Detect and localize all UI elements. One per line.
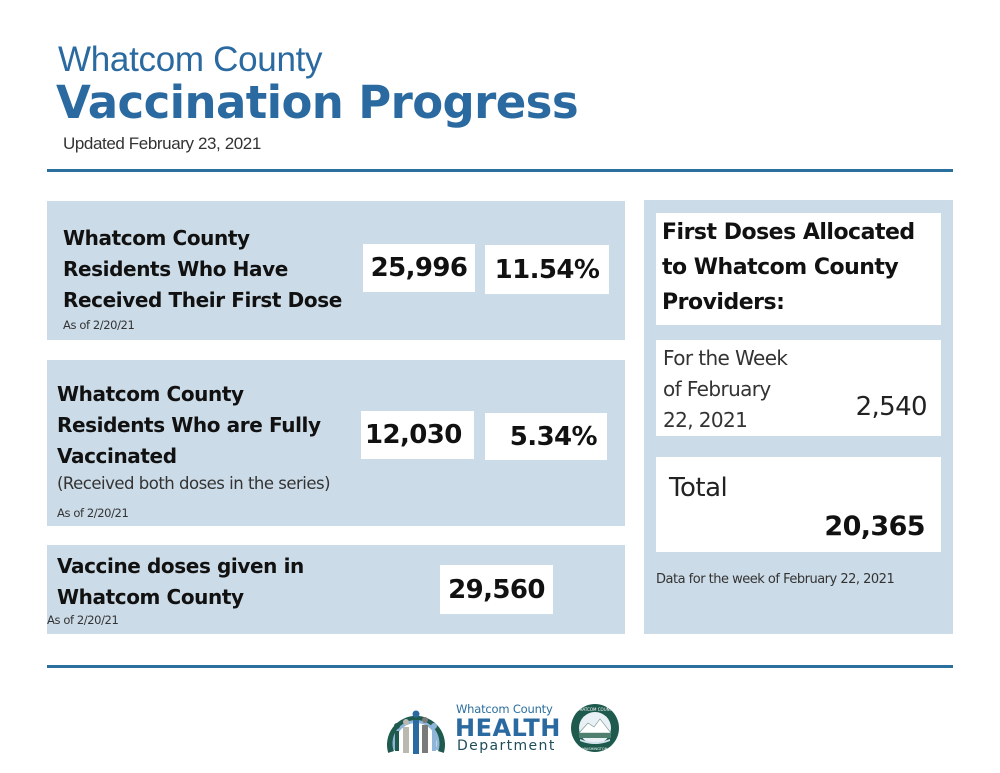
fully-vaccinated-label-1: Whatcom County [57,382,244,406]
first-dose-as-of: As of 2/20/21 [63,318,135,332]
first-dose-label-1: Whatcom County [63,226,250,250]
bottom-divider [47,665,953,668]
allocation-heading-box: First Doses Allocated to Whatcom County … [656,213,941,325]
fully-vaccinated-count: 12,030 [361,411,474,459]
allocation-heading-1: First Doses Allocated [662,220,915,245]
first-dose-percent: 11.54% [485,245,609,294]
doses-given-panel: Vaccine doses given in Whatcom County As… [47,545,625,634]
logo-department-text: Department [457,738,556,754]
fully-vaccinated-note: (Received both doses in the series) [57,474,331,493]
logo-county-text: Whatcom County [456,702,553,716]
first-dose-panel: Whatcom County Residents Who Have Receiv… [47,201,625,340]
seal-bottom-text: WASHINGTON [583,747,608,751]
seal-top-text: WHATCOM COUNTY [575,707,615,712]
first-dose-label-3: Received Their First Dose [63,288,342,312]
week-label-1: For the Week [663,346,788,370]
logo-health-text: HEALTH [455,714,561,742]
allocation-data-note: Data for the week of February 22, 2021 [656,572,895,587]
page-title: Vaccination Progress [56,76,579,129]
first-dose-count: 25,996 [363,244,475,292]
first-dose-label-2: Residents Who Have [63,257,288,281]
allocation-heading-3: Providers: [662,290,785,315]
doses-given-as-of: As of 2/20/21 [47,613,119,627]
fully-vaccinated-as-of: As of 2/20/21 [57,506,129,520]
fully-vaccinated-panel: Whatcom County Residents Who are Fully V… [47,360,625,526]
week-label-3: 22, 2021 [663,408,748,432]
doses-given-label-1: Vaccine doses given in [57,554,304,578]
county-seal-icon: WHATCOM COUNTY WASHINGTON [570,703,620,753]
total-label: Total [669,473,728,503]
title-county: Whatcom County [58,40,323,79]
allocation-heading-2: to Whatcom County [662,255,899,280]
doses-given-count: 29,560 [440,565,553,614]
allocation-week-box: For the Week of February 22, 2021 2,540 [656,340,941,436]
allocation-total-box: Total 20,365 [656,457,941,552]
top-divider [47,169,953,172]
week-label-2: of February [663,377,771,401]
fully-vaccinated-label-3: Vaccinated [57,444,177,468]
week-allocation-value: 2,540 [855,392,928,422]
total-allocation-value: 20,365 [824,511,925,542]
fully-vaccinated-label-2: Residents Who are Fully [57,413,321,437]
allocation-panel: First Doses Allocated to Whatcom County … [644,200,953,634]
updated-date: Updated February 23, 2021 [63,134,261,153]
fully-vaccinated-percent: 5.34% [485,413,607,460]
health-department-logo-icon [385,702,447,758]
doses-given-label-2: Whatcom County [57,585,244,609]
